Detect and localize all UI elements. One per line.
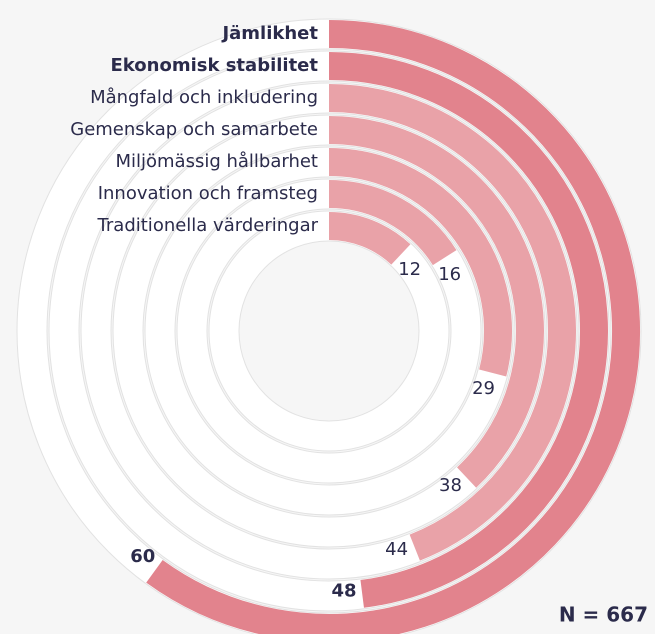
track-edge	[206, 208, 452, 454]
track-edge	[80, 82, 578, 580]
value-label: 48	[332, 581, 357, 602]
value-label: 12	[398, 259, 421, 280]
bar	[328, 84, 576, 561]
bar	[328, 52, 608, 608]
bar	[328, 116, 544, 488]
value-label: 16	[438, 264, 461, 285]
track-edge	[110, 112, 548, 550]
track	[209, 211, 449, 451]
category-label: Jämlikhet	[220, 23, 318, 44]
track-edge	[78, 80, 580, 582]
value-label: 44	[385, 539, 408, 560]
bar	[146, 20, 640, 634]
category-label: Miljömässig hållbarhet	[115, 151, 318, 172]
category-label: Mångfald och inkludering	[90, 87, 318, 108]
value-label: 29	[472, 378, 495, 399]
track-edge	[46, 48, 612, 614]
track-edge	[238, 240, 420, 422]
category-label: Innovation och framsteg	[98, 183, 318, 204]
category-label: Gemenskap och samarbete	[70, 119, 318, 140]
value-label: 60	[130, 546, 155, 567]
track-edge	[174, 176, 484, 486]
category-label: Traditionella värderingar	[97, 215, 319, 236]
value-label: 38	[439, 475, 462, 496]
category-label: Ekonomisk stabilitet	[111, 55, 319, 76]
track-edge	[208, 210, 450, 452]
track-edge	[112, 114, 546, 548]
track-edge	[142, 144, 516, 518]
bar	[328, 148, 512, 377]
bar	[328, 180, 457, 266]
track-edge	[144, 146, 514, 516]
track-edge	[16, 18, 642, 634]
track-edge	[48, 50, 610, 612]
annotation: N = 667	[559, 603, 648, 627]
track-edge	[176, 178, 482, 484]
bar	[328, 212, 411, 265]
